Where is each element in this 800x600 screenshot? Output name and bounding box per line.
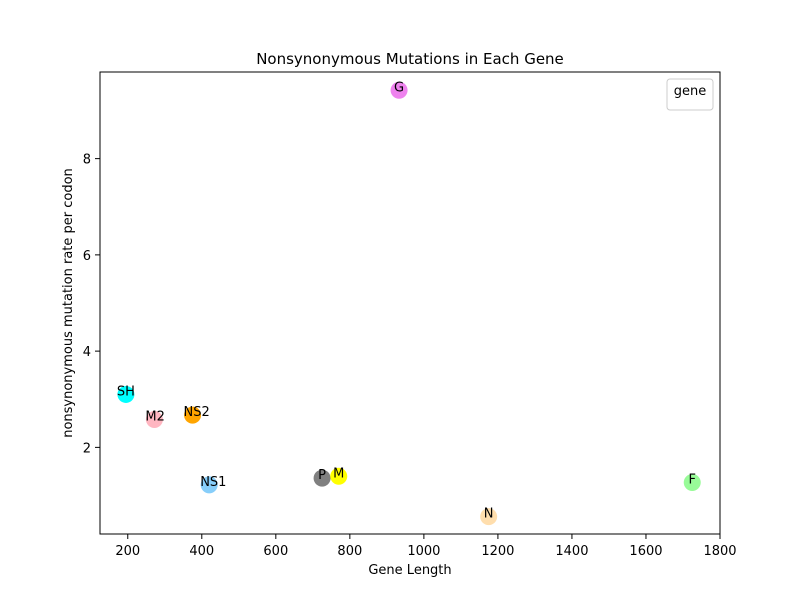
data-point-f xyxy=(683,474,701,492)
legend: gene xyxy=(666,78,714,111)
x-tick-label: 1800 xyxy=(703,544,736,559)
y-axis-ticks: 2 4 6 8 xyxy=(83,153,100,456)
y-axis-label: nonsynonymous mutation rate per codon xyxy=(61,168,76,438)
point-labels-layer: SH M2 NS2 NS1 P M G N F xyxy=(117,80,696,521)
data-point-g xyxy=(390,81,408,99)
point-label-p: P xyxy=(318,468,326,483)
point-label-m: M xyxy=(333,466,344,481)
x-tick-label: 1200 xyxy=(481,544,514,559)
y-tick-label: 6 xyxy=(83,249,91,264)
y-tick-label: 2 xyxy=(83,441,91,456)
point-label-ns1: NS1 xyxy=(200,475,226,490)
chart-title: Nonsynonymous Mutations in Each Gene xyxy=(256,50,564,68)
data-point-p xyxy=(313,469,331,487)
data-point-sh xyxy=(117,385,135,403)
legend-title: gene xyxy=(674,84,707,99)
data-point-n xyxy=(480,508,498,526)
x-tick-label: 1000 xyxy=(407,544,440,559)
data-point-m xyxy=(330,467,348,485)
x-axis-ticks: 200 400 600 800 1000 1200 1400 1600 1800 xyxy=(115,534,737,559)
y-tick-label: 8 xyxy=(83,153,91,168)
point-label-f: F xyxy=(688,473,695,488)
x-tick-label: 600 xyxy=(263,544,288,559)
point-label-m2: M2 xyxy=(145,409,165,424)
x-tick-label: 200 xyxy=(115,544,140,559)
x-tick-label: 1600 xyxy=(629,544,662,559)
points-layer xyxy=(117,81,701,526)
x-axis-label: Gene Length xyxy=(368,563,451,578)
legend-box xyxy=(666,78,714,111)
x-tick-label: 400 xyxy=(189,544,214,559)
point-label-sh: SH xyxy=(117,384,135,399)
x-tick-label: 800 xyxy=(337,544,362,559)
plot-area-frame xyxy=(99,71,721,535)
point-label-n: N xyxy=(484,507,494,522)
data-point-m2 xyxy=(145,410,163,428)
x-tick-label: 1400 xyxy=(555,544,588,559)
data-point-ns1 xyxy=(200,476,218,494)
point-label-g: G xyxy=(394,80,404,95)
data-point-ns2 xyxy=(184,406,202,424)
point-label-ns2: NS2 xyxy=(184,405,210,420)
y-tick-label: 4 xyxy=(83,345,91,360)
